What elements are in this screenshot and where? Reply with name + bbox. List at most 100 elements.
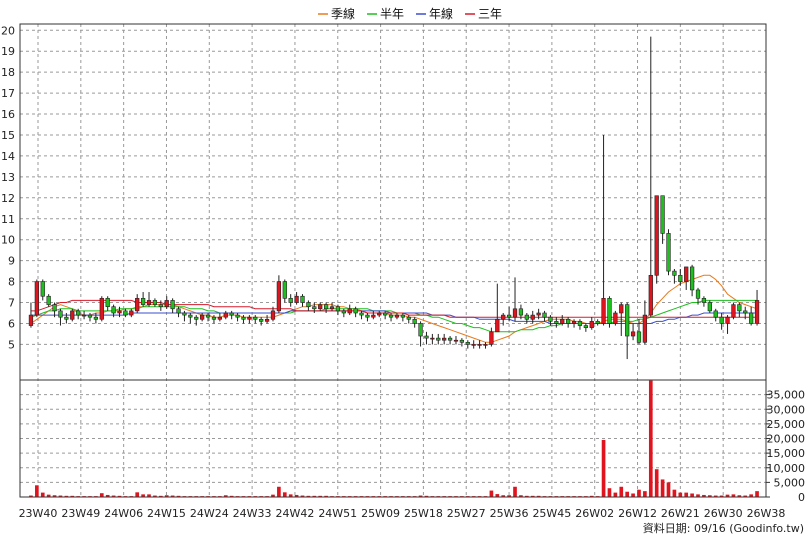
volume-bar-83 [519, 495, 523, 497]
candle-41 [270, 306, 276, 322]
candle-53 [341, 308, 346, 318]
legend-label-3: 三年 [478, 7, 502, 21]
volume-bar-105 [648, 380, 653, 497]
volume-bar-100 [619, 486, 624, 497]
candle-99 [613, 310, 618, 326]
x-tick-label-5: 24W33 [233, 507, 272, 520]
volume-tick-label-7: 35,000 [767, 389, 806, 402]
candle-25 [176, 306, 181, 318]
candle-104 [642, 300, 648, 345]
candle-7 [70, 308, 75, 322]
candle-72 [453, 336, 459, 345]
candles [28, 36, 760, 360]
price-tick-label-7: 12 [1, 192, 15, 205]
candle-22 [158, 300, 163, 311]
x-axis: 23W40 23W49 24W06 24W15 24W24 24W33 24W42 24W51… [19, 507, 786, 520]
volume-bar-25 [176, 495, 181, 497]
volume-bar-1 [35, 485, 39, 497]
volume-bar-19 [141, 494, 145, 497]
x-tick-label-7: 24W51 [318, 507, 357, 520]
candle-116 [713, 308, 718, 322]
candle-57 [365, 312, 370, 322]
candle-42 [276, 275, 282, 313]
legend: 季線 半年 年線 三年 [318, 6, 502, 21]
candle-46 [300, 294, 305, 307]
volume-bar-12 [99, 493, 104, 497]
candle-105 [648, 36, 653, 318]
candle-60 [383, 310, 388, 320]
candle-45 [294, 292, 299, 305]
candle-38 [253, 315, 258, 324]
volume-bar-13 [105, 494, 110, 497]
candle-78 [489, 327, 494, 347]
volume-bar-84 [524, 495, 529, 497]
ma-line-0 [30, 274, 758, 343]
volume-bar-86 [536, 495, 541, 497]
candle-16 [123, 308, 128, 318]
candle-112 [689, 264, 695, 297]
x-tick-label-8: 25W09 [361, 507, 400, 520]
volume-tick-label-3: 15,000 [767, 447, 806, 460]
candle-92 [571, 319, 577, 328]
candle-21 [152, 298, 158, 307]
grid [20, 24, 767, 497]
volume-bar-22 [158, 495, 163, 497]
ma-line-1 [30, 299, 757, 333]
candle-98 [607, 296, 612, 328]
volume-bar-107 [660, 479, 665, 497]
legend-label-0: 季線 [331, 6, 355, 21]
volume-bar-104 [643, 491, 647, 497]
candle-15 [117, 306, 122, 318]
volume-bar-33 [223, 495, 228, 497]
candle-85 [530, 310, 535, 324]
price-tick-label-4: 9 [8, 255, 15, 268]
candle-110 [678, 269, 683, 286]
candle-40 [264, 315, 270, 324]
price-tick-label-13: 18 [1, 66, 15, 79]
candle-79 [495, 283, 500, 333]
candle-65 [412, 317, 417, 328]
candle-89 [554, 317, 559, 328]
candle-75 [471, 340, 476, 349]
price-tick-label-5: 10 [1, 234, 15, 247]
candle-37 [247, 315, 252, 324]
x-tick-label-17: 26W38 [747, 507, 786, 520]
volume-bar-49 [318, 495, 323, 497]
candle-83 [518, 304, 524, 320]
price-tick-label-1: 6 [8, 317, 15, 330]
candle-19 [140, 292, 146, 307]
candle-101 [625, 302, 630, 360]
candle-67 [424, 331, 429, 345]
candle-90 [560, 315, 565, 326]
candle-59 [377, 310, 382, 318]
candle-8 [76, 308, 81, 320]
x-tick-label-6: 24W42 [276, 507, 315, 520]
candle-20 [146, 292, 152, 307]
candle-82 [512, 277, 518, 322]
candle-11 [93, 312, 99, 324]
price-tick-label-0: 5 [8, 338, 15, 351]
candle-44 [288, 294, 293, 307]
price-tick-label-9: 14 [1, 150, 15, 163]
volume-bar-102 [631, 493, 635, 497]
volume-tick-label-6: 30,000 [767, 403, 806, 416]
volume-bar-108 [666, 482, 671, 497]
legend-label-2: 年線 [429, 6, 453, 21]
candle-102 [630, 323, 636, 341]
volume-bar-80 [501, 495, 506, 497]
x-tick-label-16: 26W30 [704, 507, 743, 520]
candle-0 [28, 302, 34, 328]
candle-14 [111, 304, 116, 318]
volume-bar-85 [530, 495, 535, 497]
candle-68 [430, 333, 435, 345]
price-tick-label-2: 7 [8, 297, 15, 310]
candle-62 [394, 312, 400, 320]
moving-averages [30, 274, 758, 343]
volume-bar-4 [52, 495, 57, 497]
candle-100 [619, 302, 624, 337]
candle-29 [200, 312, 205, 322]
volume-bar-24 [170, 495, 175, 497]
candle-120 [737, 302, 742, 318]
candle-13 [105, 296, 110, 311]
